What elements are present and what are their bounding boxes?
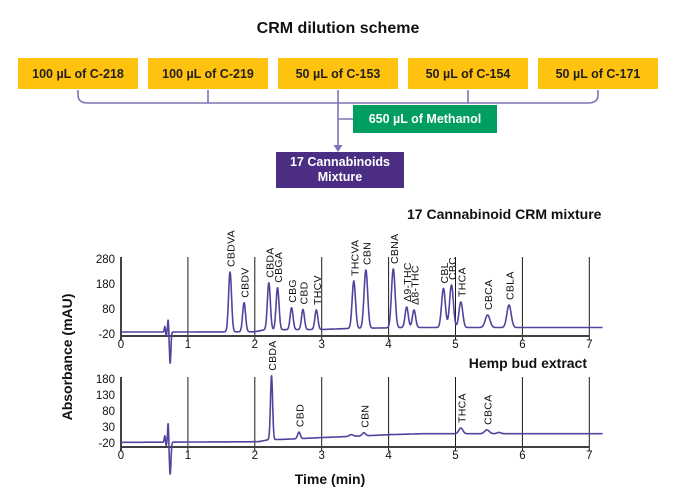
source-box-c153: 50 µL of C-153 [278,58,398,89]
y-tick-label: -20 [98,329,115,341]
peak-label: CBDA [264,247,276,277]
y-tick-label: 80 [102,304,115,316]
source-box-c218: 100 µL of C-218 [18,58,138,89]
peak-label: CBGA [273,252,285,283]
x-tick-label: 2 [252,339,258,351]
peak-label: THCA [456,267,468,297]
peak-label: CBNA [389,234,401,264]
chromatogram-trace [120,268,604,365]
peak-label: CBDV [240,267,252,297]
x-tick-label: 7 [586,450,592,462]
connector-stubs [207,90,469,103]
peak-label: CBDA [267,340,279,370]
chart1-title: 17 Cannabinoid CRM mixture [407,206,602,222]
peak-label: CBL [439,262,451,283]
x-tick-label: 1 [185,450,191,462]
x-tick-label: 2 [252,450,258,462]
peak-label: CBLA [505,271,517,300]
x-tick-label: 3 [318,339,324,351]
y-tick-label: -20 [98,438,115,450]
peak-label: CBCA [482,395,494,425]
peak-label: CBG [287,279,299,303]
mixture-label-line2: Mixture [317,170,363,184]
source-box-row: 100 µL of C-218 100 µL of C-219 50 µL of… [18,58,658,89]
peak-label: CBD [295,404,307,427]
arrowhead-down-icon [333,145,343,152]
x-tick-label: 3 [318,450,324,462]
y-tick-label: 180 [96,279,115,291]
y-tick-label: 180 [96,374,115,386]
peak-label: THCVA [349,240,361,276]
peak-label: CBC [447,257,459,280]
peak-label: CBD [299,281,311,304]
y-tick-label: 130 [96,390,115,402]
peak-label: Δ8-THC [410,265,422,305]
peak-label: CBDVA [226,230,238,267]
chromatogram-trace [120,374,604,475]
x-tick-label: 4 [385,339,392,351]
source-box-c171: 50 µL of C-171 [538,58,658,89]
source-box-c154: 50 µL of C-154 [408,58,528,89]
diagram-title: CRM dilution scheme [256,20,420,37]
peak-label: THCA [456,393,468,423]
mixture-box: 17 Cannabinoids Mixture [276,152,404,188]
x-tick-label: 1 [185,339,191,351]
x-axis-label: Time (min) [294,471,366,487]
x-tick-label: 0 [118,450,124,462]
peak-label: CBN [359,405,371,428]
y-tick-label: 30 [102,422,115,434]
x-tick-label: 6 [519,450,525,462]
x-tick-label: 5 [452,450,458,462]
peak-label: CBN [361,242,373,265]
mixture-label-line1: 17 Cannabinoids [289,155,391,169]
dilution-connectors [77,90,599,152]
peak-label: THCV [312,275,324,305]
peak-label: Δ9-THC [402,262,414,302]
x-tick-label: 0 [118,339,124,351]
peak-label: CBCA [483,280,495,310]
x-tick-label: 4 [385,450,392,462]
x-tick-label: 6 [519,339,525,351]
x-tick-label: 7 [586,339,592,351]
y-tick-label: 80 [102,406,115,418]
y-tick-label: 280 [96,254,115,266]
x-tick-label: 5 [452,339,458,351]
source-box-c219: 100 µL of C-219 [148,58,268,89]
connector-center-line [337,90,353,146]
chart2-title: Hemp bud extract [468,355,587,371]
solvent-box: 650 µL of Methanol [353,105,497,133]
